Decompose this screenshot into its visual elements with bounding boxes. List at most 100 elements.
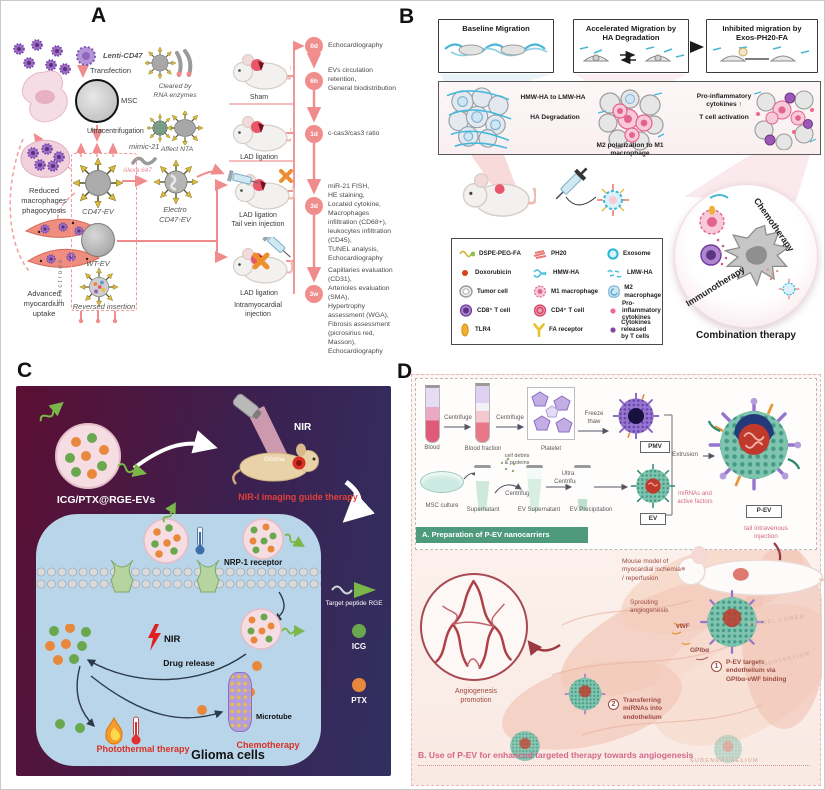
sham-mouse-illustration: [232, 53, 291, 91]
pev-in-tissue-illustration: [564, 673, 606, 715]
hmw-ha-icon: [533, 268, 547, 278]
legend-item: PH20: [533, 249, 607, 259]
target-peptide-rge-icon: [331, 582, 376, 598]
panel-d-label: D: [397, 360, 413, 383]
ultracentrifugation-label: Ultracentrifugation: [87, 128, 144, 135]
fa-receptor-icon: [533, 322, 545, 337]
alexa-647-label: Alexa 647: [123, 167, 152, 174]
lenti-cd47-label: Lenti-CD47: [103, 51, 143, 60]
section-b-label: B. Use of P-EV for enhanced targeted the…: [418, 750, 694, 760]
nir-laser-device-icon: [232, 393, 262, 419]
t-cell-activation-label: T cell activation: [699, 114, 749, 121]
ev-vesicle-illustration: [242, 518, 284, 560]
blood-fraction-label: Blood fraction: [464, 446, 502, 452]
m1-attacking-cell-illustration: [699, 206, 725, 235]
timeline-node-3w: 3w: [305, 285, 323, 303]
activated-immune-cluster-illustration: [753, 90, 817, 150]
legend-item: CD8⁺ T cell: [459, 304, 533, 317]
exosome-ph20-fa-icon: [597, 184, 629, 216]
msc-culture-dish: [420, 471, 464, 493]
angiogenesis-circle: [420, 573, 528, 681]
cd47-ev-label: CD47-EV: [82, 207, 114, 216]
timeline-node-1d: 1d: [305, 125, 323, 143]
sham-label: Sham: [249, 94, 269, 101]
pro-inflammatory-label: Pro-inflammatory cytokines ↑: [684, 93, 764, 109]
photothermal-therapy-label: Photothermal therapy: [96, 744, 190, 754]
lad-ligation-mouse-illustration: [232, 115, 291, 153]
legend-label: LMW-HA: [627, 268, 653, 276]
legend-item: CD4⁺ T cell: [533, 304, 607, 317]
legend-label: HMW-HA: [553, 268, 580, 276]
cd47-ev-particle-icon: [72, 157, 124, 209]
debris-label: cell debris & proteins: [504, 453, 530, 466]
icg-ptx-rge-ev-illustration: [55, 423, 121, 489]
wt-ev-label: WT-EV: [86, 259, 110, 268]
freeze-thaw-label: Freeze thaw: [584, 411, 604, 425]
panel-c-label: C: [17, 359, 33, 382]
chemotherapy-label: Chemotherapy: [236, 740, 300, 750]
angiogenesis-promotion-label: Angiogenesis promotion: [454, 688, 498, 705]
m2-to-m1-label: M2 polarization to M1 macrophage: [596, 142, 664, 158]
pev-tag: P-EV: [746, 505, 782, 518]
timeline-node-3d: 3d: [305, 197, 323, 215]
transfection-label: Transfection: [90, 66, 131, 75]
legend-item: Pro-inflammatory cytokines: [607, 300, 669, 321]
pev-particle-illustration: [707, 397, 802, 491]
syringe-icon: [555, 167, 588, 200]
glioma-label: Glioma: [264, 456, 285, 463]
electro-cd47-ev-particle-icon: [153, 159, 199, 205]
legend-item: Cytokines released by T cells: [607, 319, 669, 340]
panel-d: D: [397, 356, 824, 789]
gpiba-label: GPIbα: [690, 647, 710, 654]
rge-peptide-arrow-icon: [117, 463, 147, 477]
internalized-ev-illustration: [240, 608, 282, 650]
mimic-21-label: mimic-21: [129, 142, 160, 151]
panel-d-scene: Blood Centrifuge Blood fraction Centrifu…: [411, 374, 824, 786]
supernatant-tube: [474, 465, 491, 511]
intramyocardial-label: LAD ligation: [240, 290, 278, 297]
timeline-text-3d: miR-21 FISH, HE staining, Located cytoki…: [328, 183, 392, 262]
thermometer-icon: [195, 526, 205, 555]
ev-supernatant-tube: [526, 465, 543, 511]
step-2-badge: 2: [608, 699, 619, 710]
pev-targeting-illustration: [699, 589, 765, 655]
cd4-t-cell-icon: [533, 304, 547, 317]
glioma-cells-label: Glioma cells: [191, 748, 265, 762]
hmw-lmw-label: HMW-HA to LMW-HA: [520, 94, 586, 101]
timeline-text-6h: EVs circulation retention, General biodi…: [328, 67, 397, 92]
section-a-label: A. Preparation of P-EV nanocarriers: [416, 527, 588, 543]
ev-precipitation-tube: [574, 465, 591, 511]
macrophage-cluster-illustration: [20, 139, 71, 178]
rge-peptide-arrow-icon: [39, 401, 64, 422]
supernatant-label: Supernatant: [466, 507, 500, 513]
myocardium-uptake-illustration: [24, 218, 101, 268]
legend-item: Tumor cell: [459, 285, 533, 298]
legend-label: Cytokines released by T cells: [621, 318, 651, 341]
mirna-factors-label: miRNAs and active factors: [677, 491, 713, 505]
legend-label: DSPE-PEG-FA: [479, 249, 521, 257]
ev-supernatant-label: EV Supernatant: [517, 507, 561, 513]
pro-inflammatory-text: Pro-inflammatory cytokines: [696, 93, 752, 109]
legend-item: M1 macrophage: [533, 285, 607, 298]
legend-label: M2 macrophage: [624, 284, 662, 299]
m2-cell-cluster-illustration: [446, 87, 512, 149]
intramyocardial-mouse-illustration: [232, 237, 294, 285]
microtube-label: Microtube: [256, 712, 292, 721]
legend-item: Exosome: [607, 247, 669, 260]
nir-lightning-icon: [148, 624, 161, 651]
timeline-node-6h: 6h: [305, 72, 323, 90]
centrifuge-label-2: Centrifuge: [496, 415, 524, 421]
legend-label: CD4⁺ T cell: [551, 306, 585, 314]
subendothelium-label: SUBENDOTHELIUM: [690, 758, 759, 764]
cleared-by-enzymes-icon: [145, 45, 193, 81]
ph20-icon: [533, 249, 547, 259]
rge-peptide-arrow-icon: [284, 533, 305, 547]
reversed-insertion-label: Reversed insertion: [72, 302, 136, 311]
glioma-mouse-illustration: [232, 443, 319, 485]
lentivirus-icon: [76, 46, 96, 66]
cd8-t-cell-icon: [459, 304, 473, 317]
tail-vein-label: LAD ligation Tail vein injection: [231, 212, 285, 229]
panel-b-label: B: [399, 5, 415, 28]
timeline-text-3w: Capillaries evaluation (CD31), Arteriole…: [328, 267, 393, 355]
icg-dot-icon: [352, 624, 366, 638]
